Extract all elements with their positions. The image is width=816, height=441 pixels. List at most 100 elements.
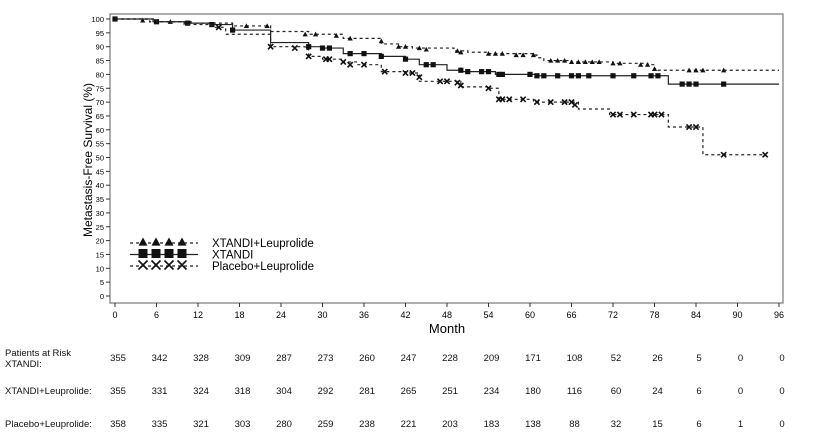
censor-mark	[360, 61, 368, 68]
y-tick-label: 40	[96, 181, 104, 190]
censor-mark	[533, 98, 541, 106]
censor-mark	[185, 20, 191, 26]
y-tick-label: 45	[96, 167, 104, 176]
risk-value: 0	[737, 386, 744, 397]
y-tick-label: 60	[96, 126, 104, 135]
risk-value: 183	[483, 419, 500, 430]
censor-mark	[312, 31, 319, 37]
censor-mark	[575, 59, 582, 65]
legend-marker	[164, 249, 174, 258]
y-tick-label: 5	[100, 278, 104, 287]
x-tick-label: 42	[400, 310, 410, 320]
risk-value: 1	[737, 419, 744, 430]
legend: XTANDI+LeuprolideXTANDIPlacebo+Leuprolid…	[130, 237, 314, 273]
risk-value: 292	[317, 386, 334, 397]
survival-curve	[115, 18, 766, 156]
censor-mark	[686, 67, 692, 73]
censor-mark	[436, 78, 444, 85]
censor-mark	[610, 73, 616, 79]
risk-value: 273	[317, 353, 334, 364]
risk-value: 251	[442, 386, 458, 397]
risk-value: 342	[151, 353, 168, 364]
x-tick-label: 84	[691, 310, 701, 320]
censor-mark	[416, 45, 422, 51]
censor-mark	[541, 73, 547, 79]
legend-marker	[177, 249, 187, 258]
risk-value: 171	[525, 353, 541, 364]
censor-mark	[140, 17, 146, 23]
risk-value: 265	[400, 386, 417, 397]
risk-value: 180	[525, 386, 541, 397]
x-tick-label: 48	[442, 310, 452, 320]
risk-value: 5	[696, 353, 702, 364]
censor-mark	[485, 69, 492, 75]
censor-mark	[215, 24, 222, 31]
risk-value: 0	[779, 353, 785, 364]
censor-mark	[347, 51, 353, 57]
censor-mark	[499, 71, 505, 77]
y-tick-label: 90	[96, 43, 104, 52]
risk-row-label: Placebo+Leuprolide:	[5, 419, 92, 430]
censor-mark	[416, 74, 423, 81]
censor-mark	[458, 67, 464, 73]
risk-value: 209	[483, 353, 500, 364]
censor-mark	[229, 27, 236, 33]
risk-value: 108	[566, 353, 583, 364]
risk-value: 6	[696, 419, 702, 430]
series-placebo-leuprolide	[115, 18, 769, 158]
risk-table-title: Patients at Risk	[5, 348, 71, 359]
x-tick-label: 18	[234, 310, 244, 320]
censor-mark	[302, 31, 308, 37]
censor-mark	[721, 81, 727, 87]
censor-mark	[326, 45, 333, 51]
risk-value: 24	[652, 386, 663, 397]
censor-mark	[638, 62, 644, 67]
censor-mark	[571, 101, 579, 109]
x-tick-label: 60	[525, 310, 535, 320]
censor-mark	[347, 35, 353, 41]
censor-mark	[378, 53, 384, 59]
x-tick-label: 24	[276, 310, 286, 320]
x-axis-label: Month	[429, 321, 465, 336]
legend-label: XTANDI+Leuprolide	[212, 238, 314, 250]
censor-mark	[555, 73, 561, 79]
censor-mark	[499, 51, 505, 56]
y-tick-label: 50	[96, 154, 104, 163]
risk-value: 138	[525, 419, 541, 430]
series-xtandi-leuprolide	[115, 17, 779, 73]
risk-value: 281	[359, 386, 375, 397]
risk-value: 221	[400, 419, 417, 430]
censor-mark	[361, 51, 367, 57]
risk-value: 32	[610, 419, 622, 430]
risk-value: 52	[610, 353, 622, 364]
censor-mark	[243, 23, 250, 29]
legend-marker	[151, 237, 161, 246]
censor-mark	[644, 62, 651, 67]
risk-value: 309	[234, 353, 251, 364]
risk-value: 358	[110, 419, 126, 430]
censor-mark	[631, 73, 637, 79]
risk-row: Placebo+Leuprolide: 358 335 321 303 280 259 238…	[0, 414, 816, 438]
y-tick-label: 85	[96, 57, 104, 66]
legend-marker	[150, 259, 162, 271]
risk-value: 26	[652, 353, 663, 364]
risk-row: XTANDI+Leuprolide: 355 331 324 318 304 292 281 2…	[0, 381, 816, 405]
censor-mark	[548, 57, 554, 63]
risk-value: 15	[652, 419, 663, 430]
risk-value: 324	[193, 386, 209, 397]
risk-value: 116	[566, 386, 583, 397]
censor-mark	[651, 111, 658, 118]
censor-mark	[457, 82, 464, 89]
x-tick-label: 54	[483, 310, 493, 320]
censor-mark	[326, 55, 333, 63]
censor-mark	[589, 59, 595, 65]
risk-value: 331	[151, 386, 168, 397]
x-tick-label: 66	[566, 310, 576, 320]
y-axis-label: Metastasis-Free Survival (%)	[81, 83, 95, 237]
risk-value: 355	[110, 386, 126, 397]
censor-mark	[520, 52, 526, 58]
censor-mark	[454, 48, 460, 53]
censor-mark	[513, 52, 519, 58]
censor-mark	[651, 66, 658, 71]
y-tick-label: 95	[96, 29, 104, 38]
